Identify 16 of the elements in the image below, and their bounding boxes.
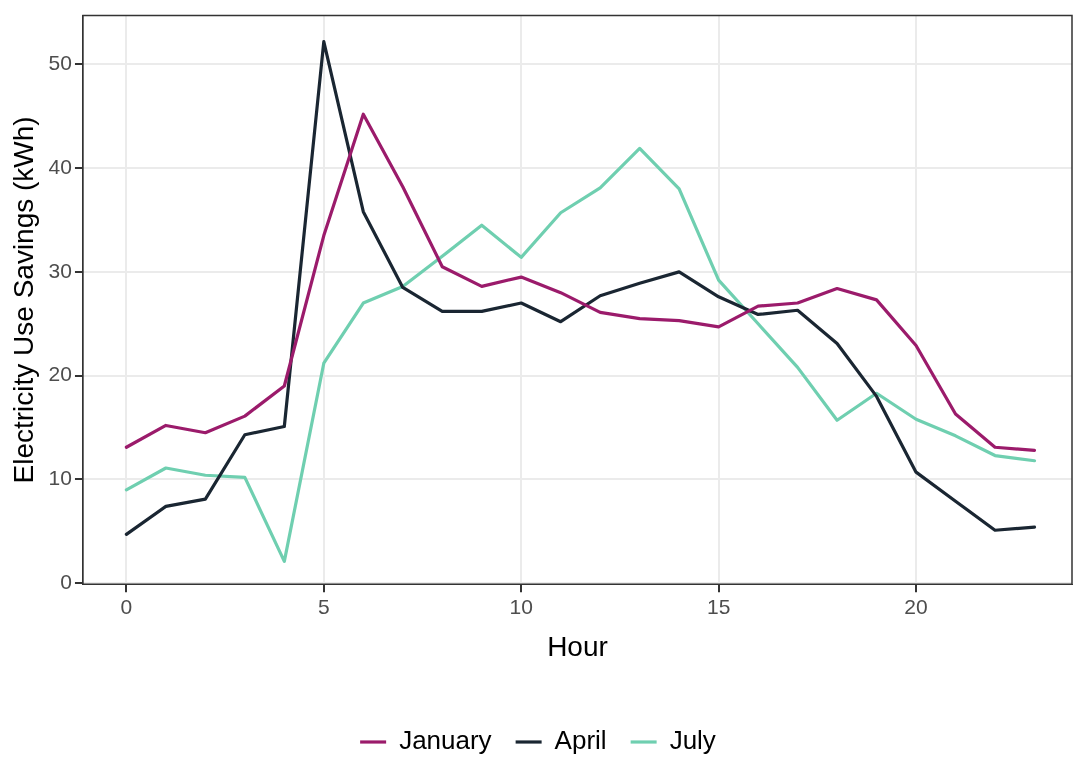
y-tick-label: 40 [48,154,72,178]
y-tick-label: 10 [48,466,72,490]
y-tick-label: 50 [48,51,72,75]
y-tick-label: 0 [60,569,72,593]
x-tick-label: 5 [317,594,330,618]
y-axis-title: Electricity Use Savings (kWh) [7,116,39,484]
x-tick-label: 15 [706,594,731,618]
legend-label: April [554,725,607,756]
legend-label: January [399,725,492,756]
x-axis-title: Hour [547,630,608,662]
y-tick-label: 20 [48,362,72,386]
legend-label: July [669,725,716,756]
y-tick-label: 30 [48,258,72,282]
x-tick-label: 20 [904,594,928,618]
x-tick-label: 0 [120,594,133,618]
x-tick-label: 10 [509,594,533,618]
